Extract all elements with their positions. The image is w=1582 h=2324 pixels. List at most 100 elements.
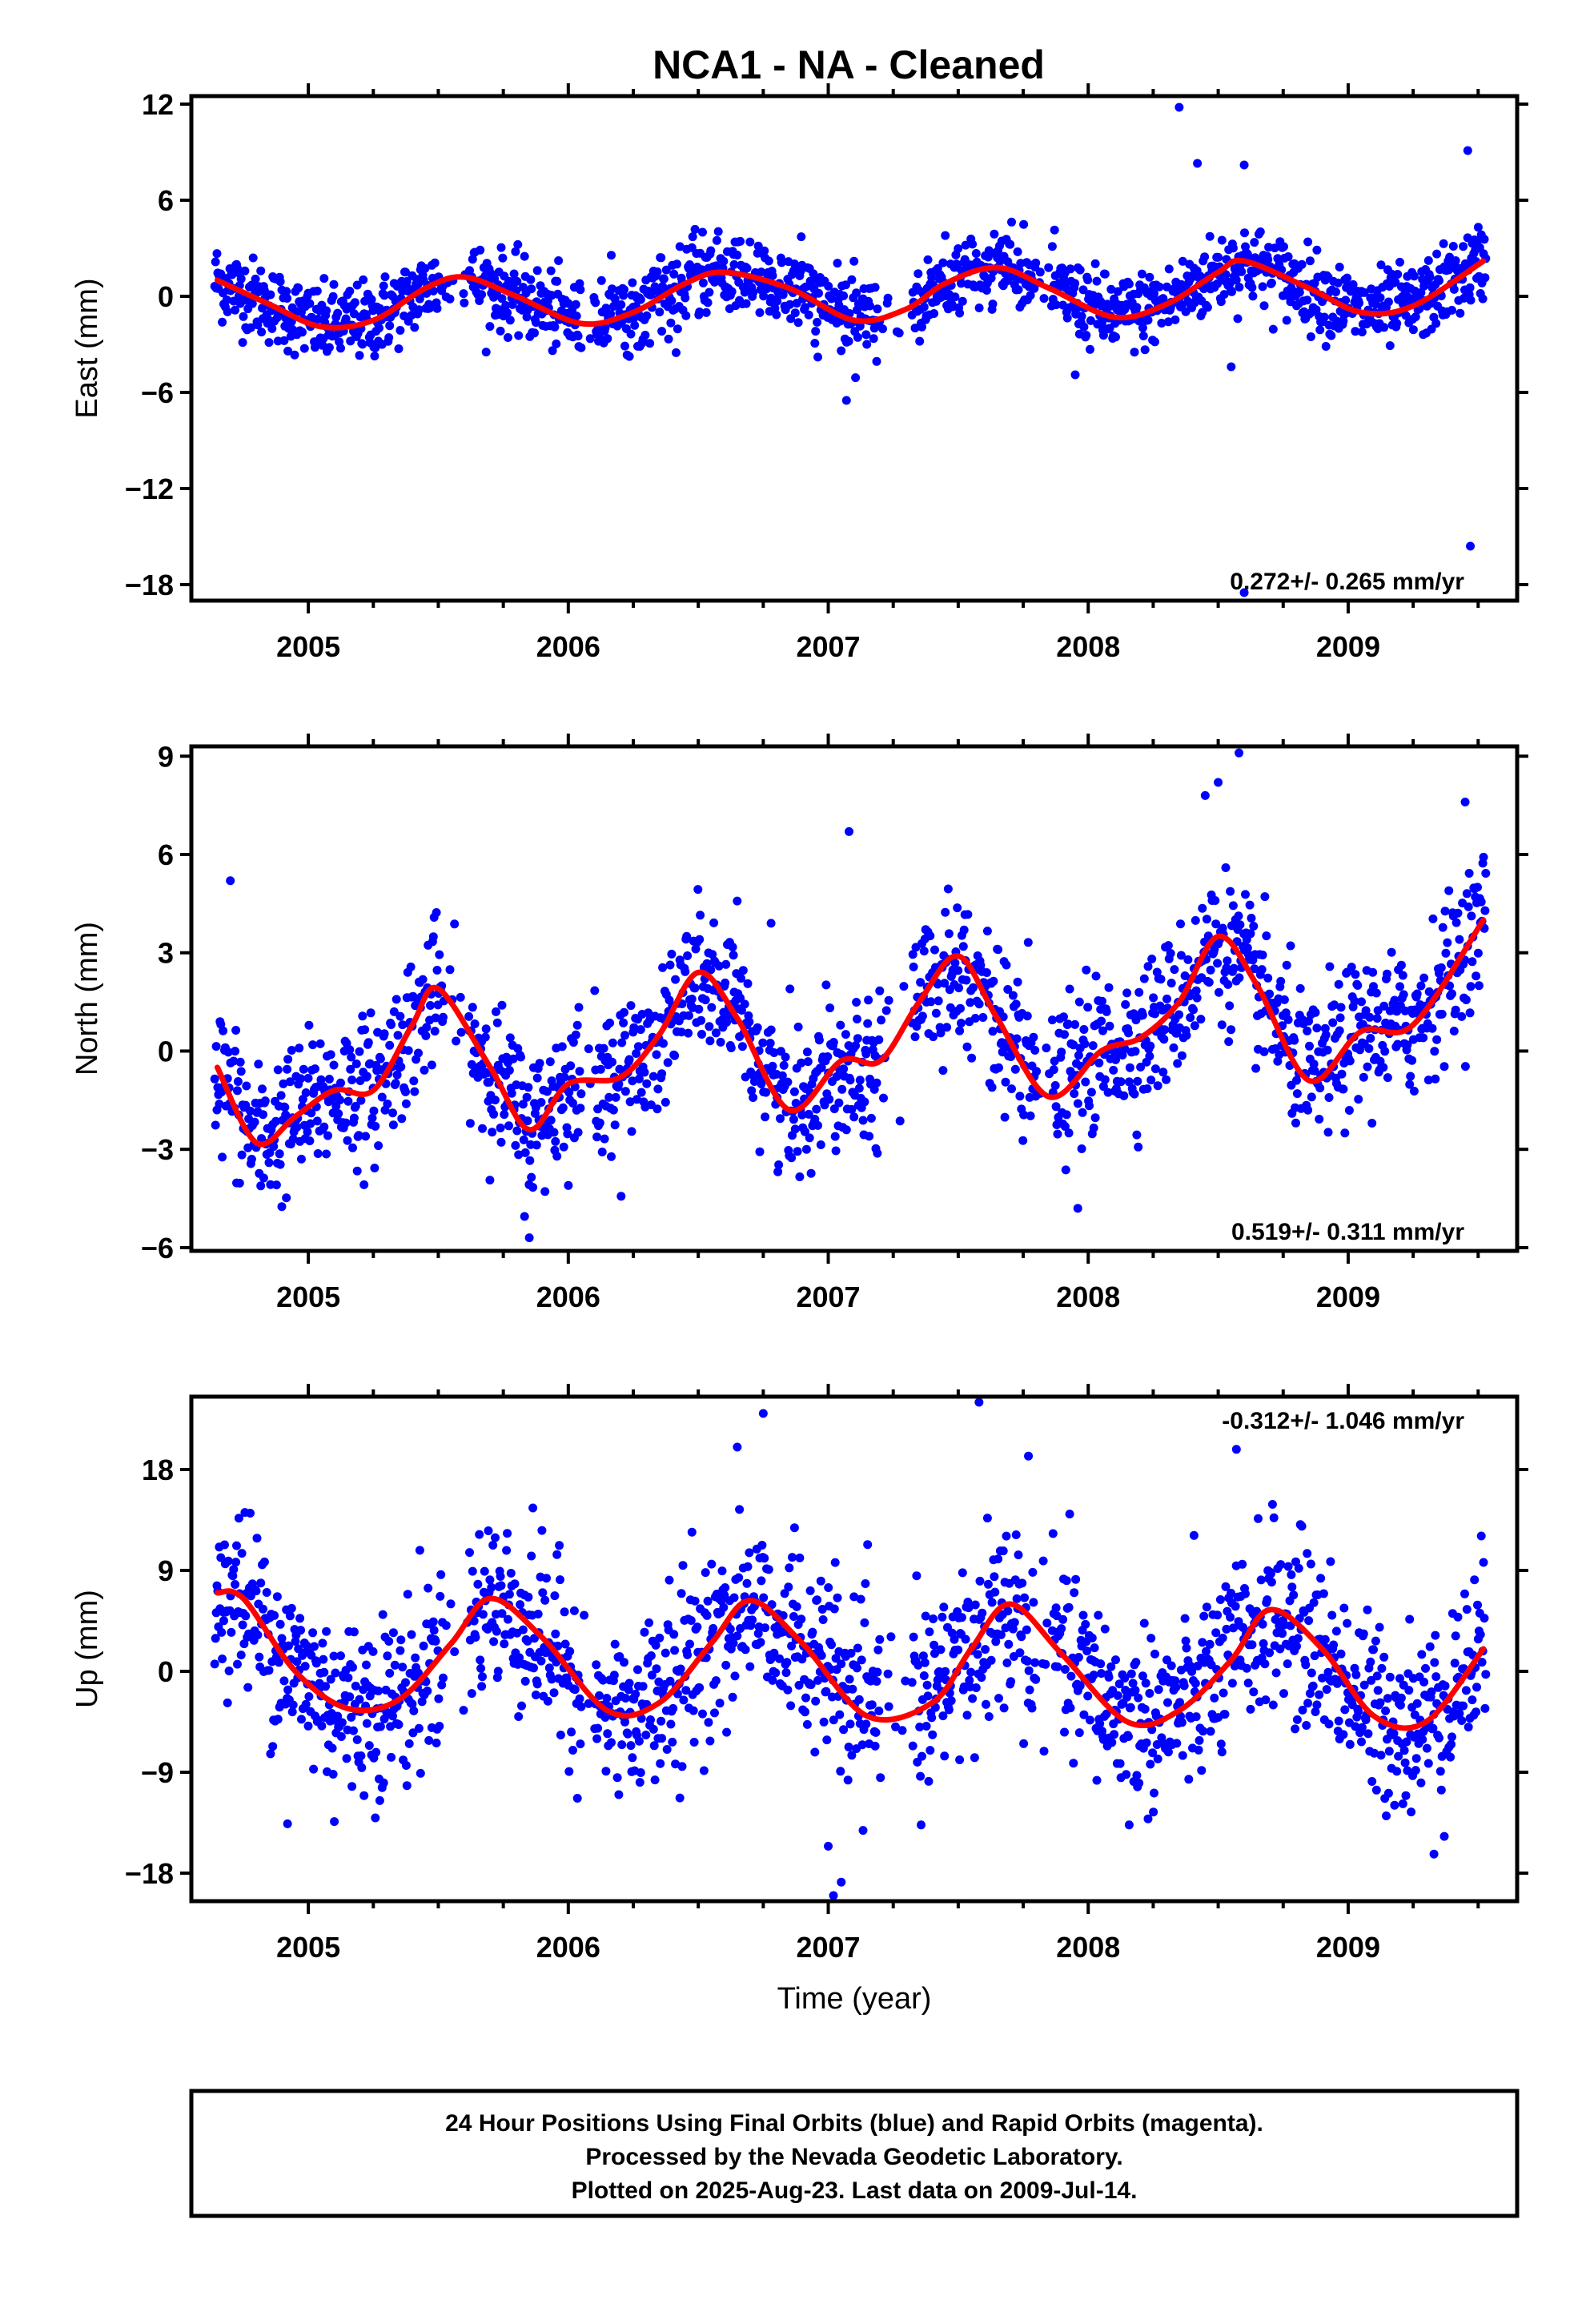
north-point <box>465 1119 475 1128</box>
up-fit-curve <box>214 1588 1487 1731</box>
north-point <box>1260 892 1270 902</box>
north-point <box>545 1057 555 1067</box>
east-point <box>849 256 859 266</box>
up-point <box>1363 1605 1372 1614</box>
up-point <box>296 1626 306 1635</box>
north-point <box>931 1008 941 1018</box>
up-point <box>262 1588 271 1597</box>
up-point <box>1419 1677 1429 1687</box>
up-point <box>468 1566 477 1576</box>
up-point <box>1390 1800 1399 1810</box>
east-point <box>385 321 395 331</box>
up-point <box>228 1571 238 1581</box>
up-point <box>1407 1807 1416 1817</box>
north-point <box>1143 962 1153 971</box>
north-point <box>1065 984 1074 994</box>
north-point <box>1234 911 1243 921</box>
east-point <box>223 307 232 316</box>
north-point <box>804 1109 813 1119</box>
east-point <box>616 300 626 309</box>
north-point <box>1192 993 1202 1003</box>
north-point <box>1001 1077 1010 1087</box>
up-point <box>1003 1606 1013 1616</box>
east-point <box>862 340 872 349</box>
north-point <box>1047 1015 1057 1025</box>
east-point <box>1079 322 1089 332</box>
up-point <box>1140 1704 1150 1714</box>
east-point <box>1150 337 1159 347</box>
east-point <box>958 296 967 306</box>
up-point <box>1171 1683 1181 1692</box>
up-point <box>1427 1687 1436 1697</box>
east-point <box>498 253 508 263</box>
north-point <box>1018 1136 1028 1145</box>
north-point <box>326 1050 335 1059</box>
up-point <box>1283 1659 1292 1669</box>
north-point <box>1062 1110 1071 1120</box>
up-point <box>283 1685 293 1695</box>
east-point <box>1376 260 1386 270</box>
north-point <box>865 1132 874 1141</box>
east-point <box>705 287 714 297</box>
north-point <box>1455 935 1464 944</box>
up-point <box>1373 1686 1383 1695</box>
up-point <box>231 1558 241 1567</box>
up-point <box>1395 1674 1404 1683</box>
north-point <box>1323 1128 1333 1137</box>
east-point <box>460 298 469 308</box>
east-point <box>414 305 424 315</box>
up-point <box>818 1615 828 1624</box>
up-point <box>1094 1610 1103 1620</box>
up-point <box>1265 1648 1275 1658</box>
north-point <box>1074 1051 1083 1060</box>
east-point <box>655 308 665 317</box>
up-point <box>216 1553 226 1562</box>
north-point <box>832 1072 841 1081</box>
up-point <box>1343 1618 1352 1628</box>
up-point <box>856 1594 865 1604</box>
north-point <box>1057 1047 1066 1057</box>
up-point <box>538 1588 548 1598</box>
north-point <box>1354 1095 1363 1104</box>
east-point <box>664 334 673 344</box>
east-point <box>1447 305 1456 315</box>
up-plot-frame <box>189 1394 1520 1904</box>
north-point <box>839 1064 849 1074</box>
east-point <box>624 352 634 361</box>
north-point <box>597 1148 607 1156</box>
east-point <box>256 266 266 275</box>
up-point <box>1306 1559 1315 1569</box>
up-point <box>237 1549 247 1558</box>
north-point <box>1465 1008 1475 1018</box>
north-point <box>982 968 991 977</box>
north-point <box>431 1013 440 1023</box>
up-point <box>576 1702 586 1711</box>
up-outlier-point <box>733 1442 742 1452</box>
up-point <box>1367 1777 1377 1786</box>
up-point <box>797 1614 806 1624</box>
north-point <box>899 982 909 991</box>
north-point <box>1097 1016 1106 1026</box>
east-point <box>839 291 849 300</box>
east-point <box>645 339 655 348</box>
north-point <box>1202 915 1211 924</box>
east-point <box>777 258 786 267</box>
north-point <box>1427 1023 1437 1033</box>
north-point <box>1173 1059 1182 1068</box>
up-point <box>646 1715 655 1724</box>
east-point <box>703 298 713 308</box>
north-point <box>1387 947 1396 957</box>
north-point <box>1452 918 1461 927</box>
north-rate-annotation: 0.519+/- 0.311 mm/yr <box>1231 1219 1464 1245</box>
north-point <box>726 1043 736 1052</box>
up-point <box>861 1719 871 1729</box>
north-point <box>352 1166 362 1176</box>
north-point <box>777 1071 787 1080</box>
north-point <box>347 1076 357 1084</box>
north-point <box>1339 1084 1348 1094</box>
east-point <box>983 252 993 262</box>
north-point <box>366 1008 375 1018</box>
north-point <box>721 959 731 969</box>
north-point <box>881 1006 891 1015</box>
up-point <box>1421 1663 1430 1673</box>
